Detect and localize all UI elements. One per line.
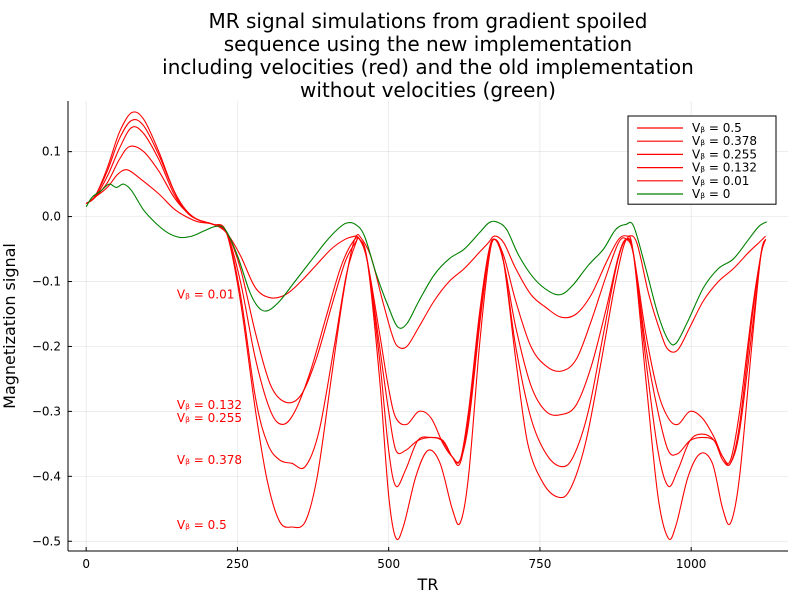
x-tick-label: 750 [528, 557, 551, 571]
y-tick-label: −0.1 [32, 275, 61, 289]
tick-labels: 0 250 500 750 1000 0.1 0.0 −0.1 −0.2 −0.3 −0.4 −0.5 [32, 145, 707, 571]
legend-entry: Vᵦ = 0.5 [692, 121, 742, 135]
y-tick-label: 0.0 [42, 210, 61, 224]
annotation-label: Vᵦ = 0.01 [177, 288, 234, 302]
series-lines [85, 111, 768, 541]
title-line-4: without velocities (green) [300, 78, 556, 102]
annotation-label: Vᵦ = 0.378 [177, 453, 242, 467]
annotation-label: Vᵦ = 0.132 [177, 398, 242, 412]
series-line-2 [85, 119, 767, 488]
x-tick-label: 0 [82, 557, 90, 571]
legend-entry: Vᵦ = 0 [692, 187, 730, 201]
legend-entry: Vᵦ = 0.132 [692, 161, 757, 175]
axes [67, 101, 788, 552]
y-tick-label: −0.3 [32, 404, 61, 418]
y-tick-label: −0.2 [32, 339, 61, 353]
y-axis-label: Magnetization signal [0, 243, 19, 409]
title-line-3: including velocities (red) and the old i… [162, 55, 694, 79]
grid [68, 101, 788, 551]
annotation-label: Vᵦ = 0.255 [177, 411, 242, 425]
legend-box [627, 115, 777, 205]
x-tick-label: 1000 [676, 557, 707, 571]
chart-title: MR signal simulations from gradient spoi… [162, 9, 694, 102]
y-tick-label: −0.5 [32, 534, 61, 548]
series-line-5 [85, 169, 766, 353]
legend-entry: Vᵦ = 0.378 [692, 134, 757, 148]
legend-entry: Vᵦ = 0.255 [692, 147, 757, 161]
y-tick-label: 0.1 [42, 145, 61, 159]
y-tick-label: −0.4 [32, 469, 61, 483]
x-axis-label: TR [417, 575, 439, 594]
annotation-label: Vᵦ = 0.5 [177, 518, 227, 532]
title-line-1: MR signal simulations from gradient spoi… [208, 9, 647, 33]
x-tick-label: 500 [377, 557, 400, 571]
x-tick-label: 250 [226, 557, 249, 571]
series-line-6 [85, 183, 768, 346]
legend-entry: Vᵦ = 0.01 [692, 174, 749, 188]
title-line-2: sequence using the new implementation [224, 32, 632, 56]
